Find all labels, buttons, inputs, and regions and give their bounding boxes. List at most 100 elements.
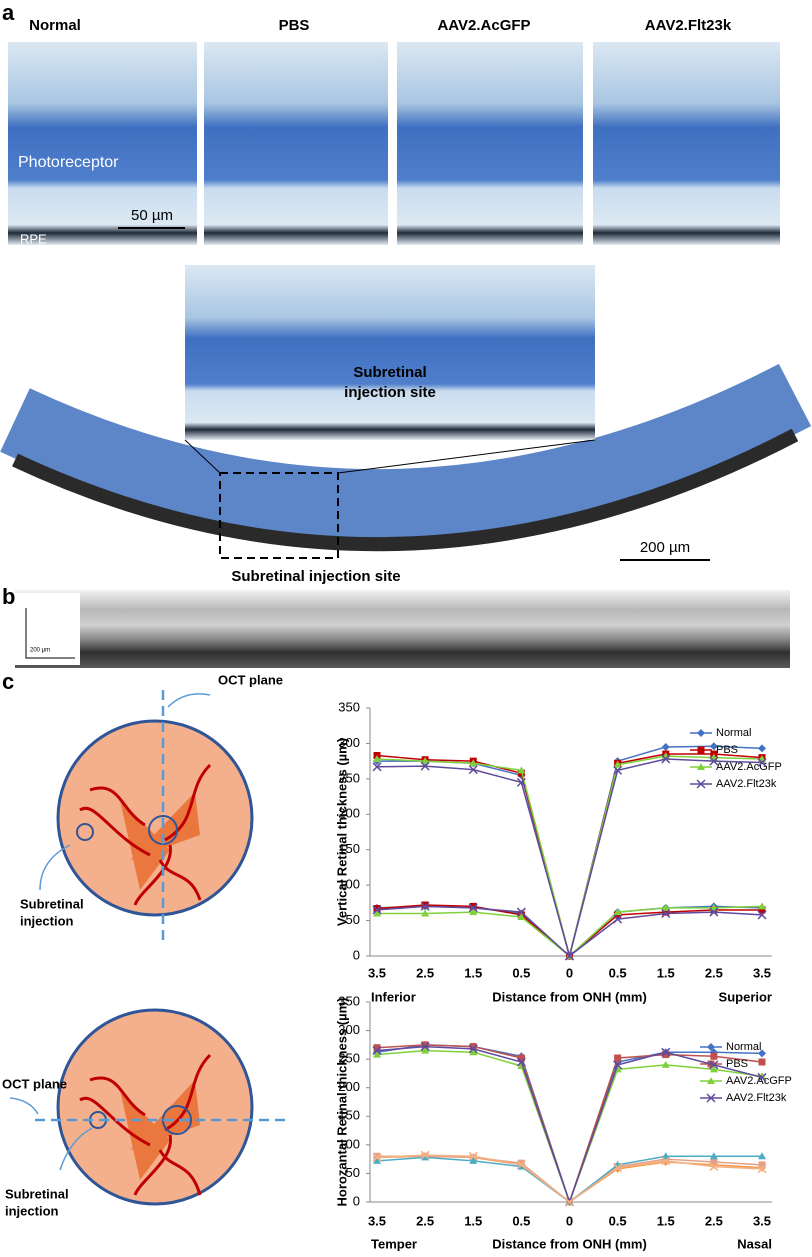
oct-image	[15, 590, 790, 668]
marker	[517, 913, 526, 921]
vessel-fan	[120, 792, 200, 890]
marker	[420, 1042, 430, 1052]
zoom-line	[337, 439, 596, 474]
marker	[661, 1060, 670, 1068]
panel-label: b	[2, 584, 15, 609]
legend-label: Normal	[716, 727, 751, 739]
y-tick-label: 100	[338, 1136, 360, 1151]
oct-scale-box	[15, 593, 80, 665]
image-title: Normal	[29, 17, 81, 34]
marker	[373, 909, 381, 917]
diagram	[9, 1008, 290, 1206]
marker	[420, 1150, 430, 1160]
x-end-label: Superior	[719, 989, 772, 1004]
x-tick-label: 0	[566, 1213, 573, 1228]
legend-label: PBS	[726, 1058, 748, 1070]
marker	[372, 762, 382, 772]
marker	[661, 1152, 670, 1160]
series-line	[376, 1155, 763, 1203]
x-end-label: Inferior	[371, 989, 416, 1004]
injection-label: Subretinal	[20, 896, 84, 911]
marker	[421, 901, 429, 909]
marker	[421, 909, 430, 917]
marker	[697, 746, 705, 754]
diagram	[39, 690, 254, 945]
arrow	[9, 1097, 39, 1115]
inset-label: Subretinal	[353, 364, 426, 381]
scale-label: 200 µm	[640, 539, 690, 556]
marker	[421, 1046, 430, 1054]
marker	[373, 1050, 381, 1058]
marker	[469, 902, 477, 910]
marker	[709, 1152, 718, 1160]
series-line	[376, 758, 763, 959]
marker	[373, 1152, 381, 1160]
y-tick-label: 0	[353, 947, 360, 962]
y-tick-label: 300	[338, 1022, 360, 1037]
marker	[469, 1048, 478, 1056]
marker	[709, 756, 719, 766]
marker	[468, 765, 478, 775]
y-tick-label: 100	[338, 877, 360, 892]
series-line	[377, 745, 763, 957]
y-tick-label: 50	[346, 1165, 360, 1180]
x-tick-label: 0.5	[512, 1213, 530, 1228]
marker	[613, 1163, 623, 1173]
zoom-box	[219, 472, 339, 559]
marker	[661, 903, 670, 911]
marker	[614, 1054, 622, 1062]
histology-image	[204, 42, 388, 245]
image-title: PBS	[279, 17, 310, 34]
marker	[661, 742, 670, 751]
vessels	[79, 1053, 212, 1196]
marker	[758, 902, 766, 910]
inset-image	[185, 265, 595, 440]
marker	[697, 729, 705, 737]
series-line	[377, 1155, 763, 1203]
marker	[469, 908, 478, 916]
plane-label: OCT plane	[218, 672, 283, 687]
marker	[421, 1041, 429, 1049]
marker	[709, 1060, 719, 1070]
x-tick-label: 2.5	[705, 1213, 723, 1228]
marker	[468, 1044, 478, 1054]
x-tick-label: 3.5	[368, 1213, 386, 1228]
histology-image	[593, 42, 780, 245]
x-tick-label: 3.5	[753, 1213, 771, 1228]
section-label: Subretinal injection site	[231, 568, 400, 585]
eye-circle	[56, 1008, 254, 1206]
y-axis-title: Horozantal Retinal thickness (µm)	[334, 997, 349, 1206]
marker	[372, 1152, 382, 1162]
marker	[613, 760, 622, 768]
y-tick-label: 150	[338, 1108, 360, 1123]
image-title: AAV2.AcGFP	[437, 17, 530, 34]
marker	[564, 951, 575, 961]
series-line	[376, 1045, 763, 1205]
y-tick-label: 150	[338, 841, 360, 856]
y-tick-label: 0	[353, 1193, 360, 1208]
plane-label: OCT plane	[2, 1076, 67, 1091]
image-title: AAV2.Flt23k	[645, 17, 732, 34]
marker	[662, 908, 670, 916]
vessel-fan	[120, 1080, 200, 1180]
y-tick-label: 250	[338, 770, 360, 785]
x-tick-label: 0.5	[512, 965, 530, 980]
injection-label: injection	[20, 913, 74, 928]
marker	[517, 766, 526, 774]
histology-image	[397, 42, 583, 245]
x-tick-label: 2.5	[416, 1213, 434, 1228]
marker	[469, 1043, 477, 1051]
marker	[373, 755, 381, 763]
marker	[372, 905, 382, 915]
x-tick-label: 2.5	[705, 965, 723, 980]
y-tick-label: 200	[338, 1079, 360, 1094]
arrow	[59, 1127, 93, 1171]
layer-label: Photoreceptor	[18, 154, 119, 171]
marker	[613, 1060, 623, 1070]
x-tick-label: 1.5	[657, 965, 675, 980]
x-tick-label: 1.5	[657, 1213, 675, 1228]
layer-label: RPE	[20, 231, 47, 246]
panel-label: c	[2, 669, 14, 694]
marker	[661, 754, 671, 764]
y-tick-label: 300	[338, 735, 360, 750]
